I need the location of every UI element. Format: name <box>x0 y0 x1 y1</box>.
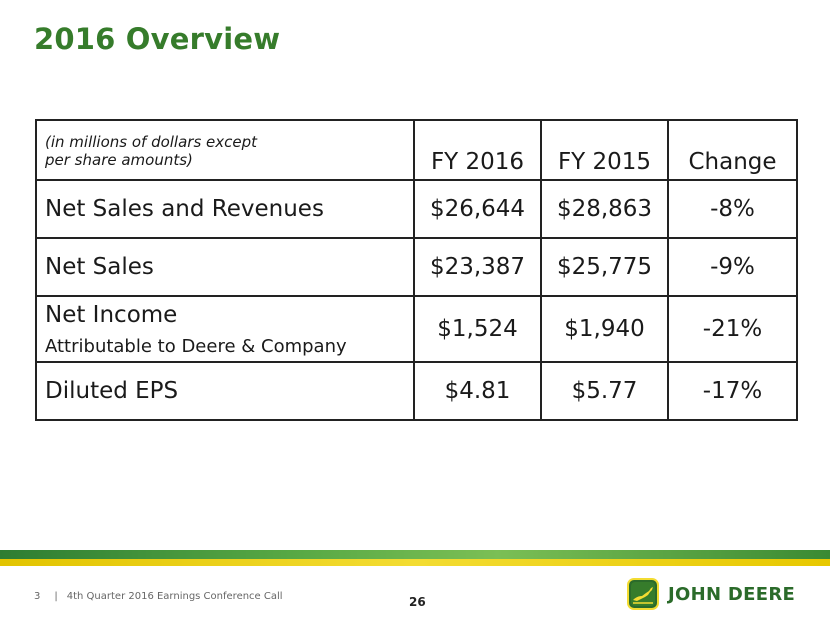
cell-fy2015: $25,775 <box>540 237 669 297</box>
footer-caption: 3 | 4th Quarter 2016 Earnings Conference C… <box>34 591 283 602</box>
table-row: Net Sales $23,387 $25,775 -9% <box>35 237 798 297</box>
cell-fy2016: $4.81 <box>413 361 542 421</box>
table-row: Net Sales and Revenues $26,644 $28,863 -… <box>35 179 798 239</box>
cell-change: -8% <box>667 179 798 239</box>
cell-fy2015: $1,940 <box>540 295 669 363</box>
row-label-net-sales: Net Sales <box>35 237 415 297</box>
brand-wordmark: JOHN DEERE <box>668 584 796 605</box>
leaping-deer-logo-icon <box>627 578 659 610</box>
units-note: (in millions of dollars except per share… <box>35 119 415 181</box>
footer-slide-index: 3 <box>34 591 41 602</box>
row-label-diluted-eps: Diluted EPS <box>35 361 415 421</box>
slide-title: 2016 Overview <box>34 22 281 56</box>
cell-fy2015: $28,863 <box>540 179 669 239</box>
footer-separator: | <box>54 591 58 602</box>
page-number: 26 <box>409 595 426 609</box>
cell-fy2015: $5.77 <box>540 361 669 421</box>
column-header-fy2015: FY 2015 <box>540 119 669 181</box>
units-note-line1: (in millions of dollars except <box>45 133 258 151</box>
net-income-label: Net Income <box>45 301 178 328</box>
cell-change: -9% <box>667 237 798 297</box>
row-label-net-sales-and-revenues: Net Sales and Revenues <box>35 179 415 239</box>
column-header-change: Change <box>667 119 798 181</box>
row-label-net-income: Net Income Attributable to Deere & Compa… <box>35 295 415 363</box>
column-header-fy2016: FY 2016 <box>413 119 542 181</box>
footer-event-name: 4th Quarter 2016 Earnings Conference Cal… <box>66 591 283 602</box>
overview-table: (in millions of dollars except per share… <box>35 119 798 421</box>
cell-change: -17% <box>667 361 798 421</box>
cell-fy2016: $23,387 <box>413 237 542 297</box>
table-row: Net Income Attributable to Deere & Compa… <box>35 295 798 363</box>
cell-change: -21% <box>667 295 798 363</box>
green-footer-stripe <box>0 550 830 559</box>
net-income-sublabel: Attributable to Deere & Company <box>45 335 347 357</box>
cell-fy2016: $26,644 <box>413 179 542 239</box>
yellow-footer-stripe <box>0 559 830 566</box>
table-row: Diluted EPS $4.81 $5.77 -17% <box>35 361 798 421</box>
table-header-row: (in millions of dollars except per share… <box>35 119 798 181</box>
cell-fy2016: $1,524 <box>413 295 542 363</box>
units-note-line2: per share amounts) <box>45 151 193 169</box>
